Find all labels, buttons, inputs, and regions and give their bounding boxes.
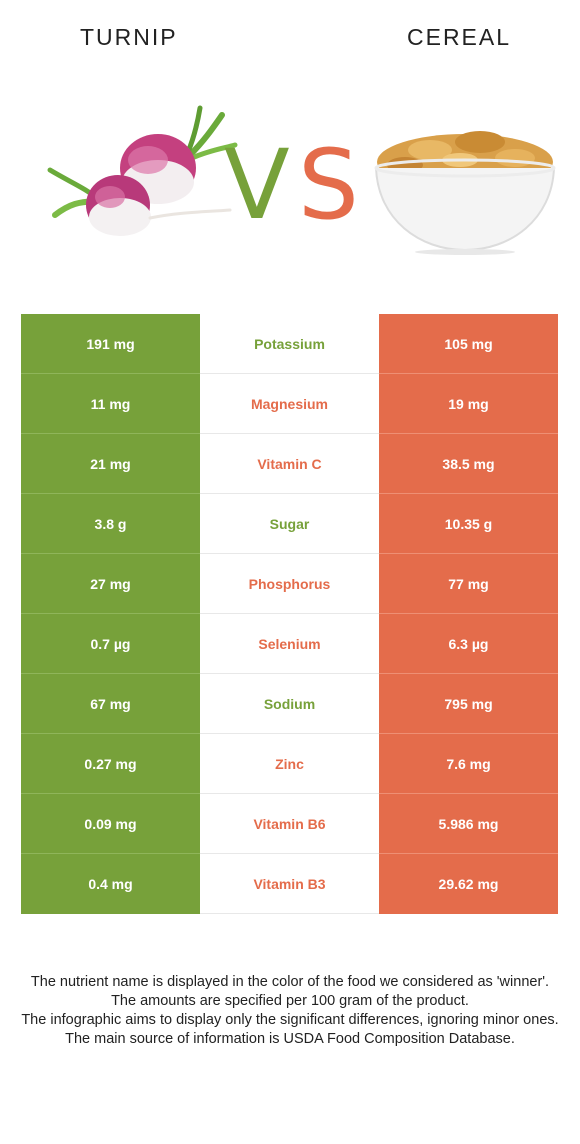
nutrient-name-cell: Vitamin B6 bbox=[200, 794, 379, 854]
vs-s-letter: S bbox=[298, 140, 354, 222]
right-value-cell: 795 mg bbox=[379, 674, 558, 734]
footnote-line-4: The main source of information is USDA F… bbox=[65, 1031, 515, 1047]
footnote-line-1: The nutrient name is displayed in the co… bbox=[30, 974, 550, 990]
table-row: 191 mg Potassium 105 mg bbox=[21, 314, 558, 374]
nutrient-comparison-table: 191 mg Potassium 105 mg 11 mg Magnesium 19 mg… bbox=[21, 314, 558, 914]
table-row: 0.09 mg Vitamin B6 5.986 mg bbox=[21, 794, 558, 854]
right-value-cell: 19 mg bbox=[379, 374, 558, 434]
vs-v-letter: V bbox=[224, 140, 290, 222]
table-row: 0.27 mg Zinc 7.6 mg bbox=[21, 734, 558, 794]
nutrient-name-cell: Phosphorus bbox=[200, 554, 379, 614]
footnote-line-2: The amounts are specified per 100 gram o… bbox=[111, 993, 469, 1009]
right-value-cell: 38.5 mg bbox=[379, 434, 558, 494]
right-value-cell: 105 mg bbox=[379, 314, 558, 374]
left-value-cell: 0.09 mg bbox=[21, 794, 200, 854]
right-value-cell: 6.3 µg bbox=[379, 614, 558, 674]
turnip-illustration-icon bbox=[47, 105, 238, 236]
nutrient-name-cell: Sugar bbox=[200, 494, 379, 554]
right-food-title: CEREAL bbox=[407, 24, 512, 50]
nutrient-name-cell: Sodium bbox=[200, 674, 379, 734]
nutrient-name-cell: Vitamin B3 bbox=[200, 854, 379, 914]
right-value-cell: 29.62 mg bbox=[379, 854, 558, 914]
table-row: 3.8 g Sugar 10.35 g bbox=[21, 494, 558, 554]
svg-text:S: S bbox=[298, 140, 354, 222]
nutrient-name-cell: Zinc bbox=[200, 734, 379, 794]
left-value-cell: 11 mg bbox=[21, 374, 200, 434]
svg-text:V: V bbox=[224, 140, 290, 222]
left-value-cell: 21 mg bbox=[21, 434, 200, 494]
right-value-cell: 77 mg bbox=[379, 554, 558, 614]
footnote-line-3: The infographic aims to display only the… bbox=[21, 1012, 559, 1028]
footnote: The nutrient name is displayed in the co… bbox=[20, 973, 560, 1049]
left-value-cell: 67 mg bbox=[21, 674, 200, 734]
table-row: 0.7 µg Selenium 6.3 µg bbox=[21, 614, 558, 674]
table-row: 27 mg Phosphorus 77 mg bbox=[21, 554, 558, 614]
left-value-cell: 27 mg bbox=[21, 554, 200, 614]
nutrient-name-cell: Potassium bbox=[200, 314, 379, 374]
nutrient-name-cell: Selenium bbox=[200, 614, 379, 674]
left-value-cell: 0.27 mg bbox=[21, 734, 200, 794]
right-value-cell: 5.986 mg bbox=[379, 794, 558, 854]
left-food-title: TURNIP bbox=[80, 24, 178, 50]
table-row: 0.4 mg Vitamin B3 29.62 mg bbox=[21, 854, 558, 914]
nutrient-name-cell: Magnesium bbox=[200, 374, 379, 434]
table-row: 11 mg Magnesium 19 mg bbox=[21, 374, 558, 434]
left-value-cell: 0.4 mg bbox=[21, 854, 200, 914]
nutrient-name-cell: Vitamin C bbox=[200, 434, 379, 494]
table-row: 21 mg Vitamin C 38.5 mg bbox=[21, 434, 558, 494]
left-value-cell: 3.8 g bbox=[21, 494, 200, 554]
right-value-cell: 10.35 g bbox=[379, 494, 558, 554]
left-value-cell: 0.7 µg bbox=[21, 614, 200, 674]
right-value-cell: 7.6 mg bbox=[379, 734, 558, 794]
left-value-cell: 191 mg bbox=[21, 314, 200, 374]
cereal-bowl-illustration-icon bbox=[374, 131, 556, 255]
table-row: 67 mg Sodium 795 mg bbox=[21, 674, 558, 734]
